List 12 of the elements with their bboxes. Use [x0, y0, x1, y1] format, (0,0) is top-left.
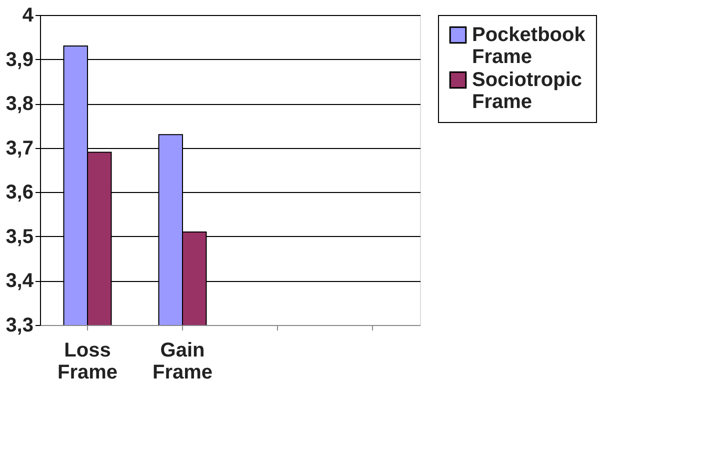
x-tick-label: Loss Frame — [57, 340, 118, 384]
y-tick-label: 4 — [22, 4, 34, 26]
y-tick-label: 3,8 — [6, 93, 34, 116]
y-tick-label: 3,4 — [6, 270, 34, 292]
legend-label: Sociotropic Frame — [472, 69, 582, 113]
y-tick-label: 3,7 — [6, 137, 34, 160]
legend-label: Pocketbook Frame — [472, 24, 586, 68]
y-tick-label: 3,5 — [6, 226, 34, 248]
y-tick-label: 3,9 — [6, 48, 34, 71]
y-tick-label: 3,6 — [6, 182, 34, 204]
x-tick-label: Gain Frame — [152, 340, 213, 384]
y-tick-label: 3,3 — [6, 314, 34, 336]
